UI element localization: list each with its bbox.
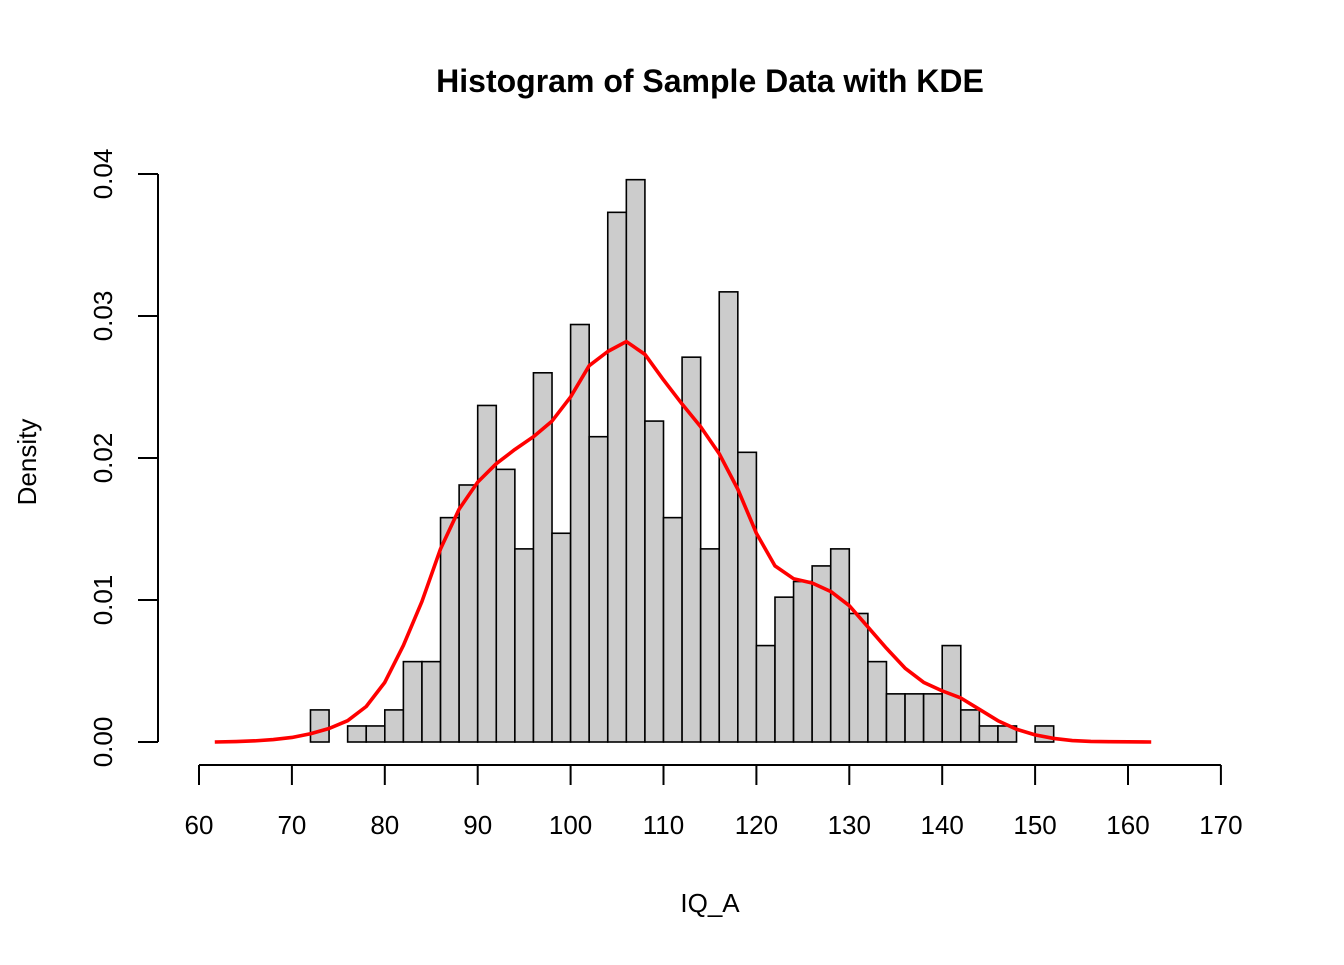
- histogram-bar: [922, 693, 943, 743]
- histogram-bar: [718, 291, 739, 743]
- x-tick-label: 80: [370, 810, 399, 840]
- histogram-bar: [699, 548, 721, 743]
- histogram-bar: [867, 660, 888, 743]
- histogram-bar: [458, 484, 479, 743]
- x-tick-label: 160: [1106, 810, 1149, 840]
- histogram-bar: [774, 596, 795, 743]
- histogram-bar: [811, 565, 832, 743]
- y-tick-label: 0.00: [88, 717, 118, 768]
- histogram-bar: [439, 516, 460, 743]
- histogram-bar: [606, 211, 628, 743]
- chart-title: Histogram of Sample Data with KDE: [436, 63, 984, 99]
- y-tick-label: 0.04: [88, 149, 118, 200]
- histogram-bar: [904, 693, 925, 743]
- y-tick-label: 0.03: [88, 291, 118, 342]
- histogram-bar: [551, 532, 572, 743]
- histogram-bar: [792, 580, 813, 743]
- y-axis-label: Density: [12, 419, 42, 506]
- histogram-bar: [514, 548, 535, 743]
- x-axis: 60 70 80 90 100 110 120 130 140 150 160 170: [185, 764, 1243, 840]
- histogram-bar: [421, 660, 442, 743]
- histogram-bar: [365, 725, 386, 743]
- histogram-bar: [476, 404, 498, 743]
- histogram-bar: [346, 725, 368, 743]
- x-tick-label: 60: [185, 810, 214, 840]
- histogram-bar: [625, 178, 646, 743]
- histogram-bar: [662, 516, 683, 743]
- x-tick-label: 170: [1199, 810, 1242, 840]
- y-tick-label: 0.01: [88, 575, 118, 626]
- histogram-bar: [829, 548, 851, 743]
- histogram-bars: [309, 178, 1055, 743]
- x-tick-label: 140: [921, 810, 964, 840]
- x-tick-label: 120: [735, 810, 778, 840]
- x-tick-label: 100: [549, 810, 592, 840]
- x-tick-label: 110: [643, 810, 684, 840]
- histogram-bar: [309, 709, 330, 743]
- histogram-bar: [755, 644, 776, 743]
- histogram-bar: [959, 709, 981, 743]
- histogram-bar: [978, 725, 999, 743]
- kde-curve: [214, 339, 1152, 744]
- histogram-bar: [402, 660, 423, 743]
- histogram-bar: [644, 420, 665, 743]
- y-axis: 0.00 0.01 0.02 0.03 0.04: [88, 149, 159, 768]
- x-axis-label: IQ_A: [680, 888, 740, 918]
- histogram-bar: [885, 693, 906, 743]
- histogram-bar: [588, 435, 609, 743]
- x-tick-label: 130: [828, 810, 871, 840]
- histogram-bar: [569, 323, 590, 743]
- histogram-bar: [848, 612, 869, 743]
- histogram-bar: [495, 468, 516, 743]
- x-tick-label: 90: [463, 810, 492, 840]
- x-tick-label: 150: [1013, 810, 1056, 840]
- histogram-bar: [383, 709, 405, 743]
- y-tick-label: 0.02: [88, 433, 118, 484]
- x-tick-label: 70: [277, 810, 306, 840]
